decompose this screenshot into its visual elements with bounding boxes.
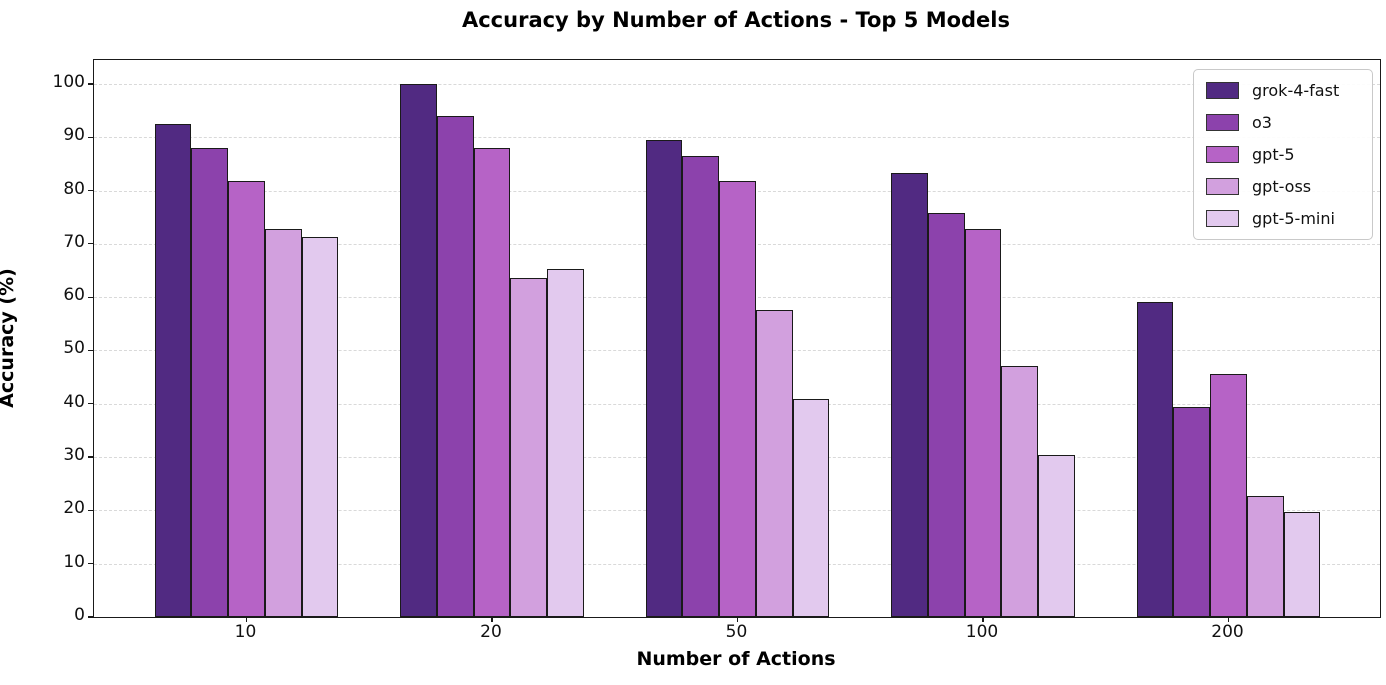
y-tick-label-80: 80 — [63, 178, 85, 199]
x-tick-mark-10 — [245, 617, 248, 622]
plot-area — [88, 59, 1381, 622]
bar-gpt-5-actions-10 — [228, 180, 265, 617]
legend: grok-4-fast o3 gpt-5 gpt-oss gpt-5-mini — [1193, 69, 1373, 240]
x-tick-mark-20 — [491, 617, 493, 622]
bar-gpt-oss-actions-50 — [755, 309, 793, 617]
legend-item-o3: o3 — [1206, 113, 1360, 132]
y-tick-label-50: 50 — [63, 338, 85, 359]
y-tick-mark-50 — [88, 349, 93, 352]
bar-o3-actions-100 — [927, 212, 965, 617]
bar-gpt-5-mini-actions-50 — [792, 398, 830, 617]
chart-title: Accuracy by Number of Actions - Top 5 Mo… — [461, 8, 1010, 32]
bar-o3-actions-50 — [682, 156, 720, 617]
y-tick-mark-90 — [88, 136, 93, 138]
legend-item-gpt-5-mini: gpt-5-mini — [1206, 209, 1360, 228]
y-tick-label-20: 20 — [63, 498, 85, 519]
bar-gpt-oss-actions-100 — [1001, 366, 1039, 617]
y-tick-label-60: 60 — [63, 285, 85, 306]
y-tick-label-90: 90 — [63, 125, 85, 146]
y-tick-mark-40 — [88, 403, 93, 405]
y-tick-mark-100 — [88, 83, 93, 85]
bar-o3-actions-200 — [1173, 406, 1211, 617]
bar-gpt-5-mini-actions-10 — [301, 237, 339, 617]
x-tick-mark-50 — [736, 617, 739, 622]
x-tick-label-10: 10 — [234, 622, 257, 642]
y-tick-label-30: 30 — [63, 445, 85, 466]
x-tick-label-20: 20 — [480, 622, 502, 642]
bar-o3-actions-20 — [436, 116, 474, 617]
legend-swatch-gpt-5 — [1206, 146, 1239, 163]
bar-gpt-oss-actions-20 — [510, 278, 548, 617]
bar-gpt-5-actions-200 — [1210, 374, 1247, 617]
legend-swatch-o3 — [1206, 114, 1239, 131]
legend-label-gpt-oss: gpt-oss — [1252, 177, 1312, 196]
legend-item-gpt-oss: gpt-oss — [1206, 177, 1360, 196]
x-tick-label-100: 100 — [965, 622, 999, 642]
bar-gpt-5-actions-20 — [473, 148, 511, 617]
legend-swatch-gpt-oss — [1206, 178, 1239, 195]
bar-gpt-5-mini-actions-100 — [1038, 455, 1075, 617]
x-tick-mark-100 — [982, 617, 984, 622]
y-tick-mark-70 — [88, 243, 93, 245]
y-tick-mark-20 — [88, 509, 93, 511]
bar-gpt-5-actions-50 — [719, 180, 756, 617]
y-tick-label-100: 100 — [52, 71, 85, 92]
gridline-y-100 — [94, 83, 1380, 85]
bar-grok-4-fast-actions-50 — [645, 140, 683, 617]
bar-gpt-5-mini-actions-20 — [547, 269, 584, 617]
bar-grok-4-fast-actions-20 — [400, 83, 437, 617]
bar-o3-actions-10 — [191, 148, 229, 617]
legend-label-gpt-5: gpt-5 — [1252, 145, 1295, 164]
legend-label-grok-4-fast: grok-4-fast — [1252, 81, 1340, 100]
x-axis-label: Number of Actions — [636, 648, 836, 670]
x-tick-label-200: 200 — [1211, 622, 1244, 642]
legend-item-grok-4-fast: grok-4-fast — [1206, 81, 1360, 100]
bar-gpt-5-mini-actions-200 — [1283, 511, 1321, 617]
legend-swatch-gpt-5-mini — [1206, 210, 1239, 227]
y-tick-mark-30 — [88, 456, 93, 458]
y-tick-mark-0 — [88, 616, 93, 618]
legend-label-o3: o3 — [1252, 113, 1272, 132]
y-tick-label-70: 70 — [63, 231, 85, 252]
bar-grok-4-fast-actions-100 — [891, 172, 928, 617]
x-tick-label-50: 50 — [725, 622, 748, 642]
legend-label-gpt-5-mini: gpt-5-mini — [1252, 209, 1335, 228]
bar-grok-4-fast-actions-10 — [154, 124, 192, 617]
y-axis-label: Accuracy (%) — [0, 268, 18, 408]
bar-grok-4-fast-actions-200 — [1136, 301, 1174, 617]
y-tick-label-10: 10 — [63, 551, 85, 572]
bar-gpt-5-actions-100 — [964, 229, 1002, 617]
y-tick-mark-60 — [88, 296, 93, 298]
x-tick-mark-200 — [1227, 617, 1230, 622]
bar-gpt-oss-actions-200 — [1246, 496, 1284, 617]
y-tick-label-40: 40 — [63, 391, 85, 412]
bar-gpt-oss-actions-10 — [264, 229, 302, 617]
legend-swatch-grok-4-fast — [1206, 82, 1239, 99]
y-tick-label-0: 0 — [74, 605, 85, 625]
legend-item-gpt-5: gpt-5 — [1206, 145, 1360, 164]
y-tick-mark-10 — [88, 563, 93, 565]
y-tick-mark-80 — [88, 189, 93, 192]
gridline-y-90 — [94, 137, 1380, 139]
